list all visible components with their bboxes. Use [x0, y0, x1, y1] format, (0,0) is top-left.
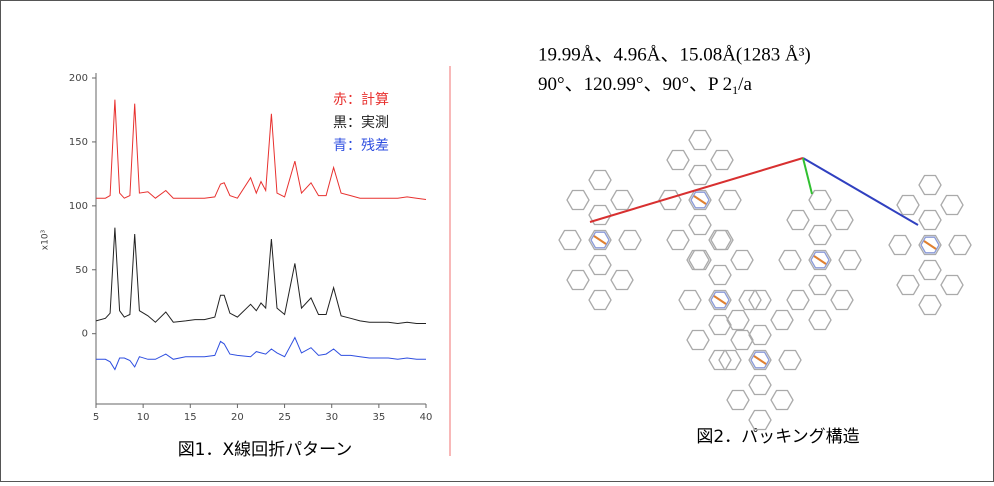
page: 図1．X線回折パターン x10³ 19.99Å、4.96Å、15.08Å(128… [0, 0, 994, 482]
y-tick-label: 200 [69, 73, 88, 84]
y-tick-label: 150 [69, 137, 88, 148]
frame [1, 1, 994, 482]
x-tick-label: 20 [231, 412, 244, 423]
x-tick-label: 5 [93, 412, 99, 423]
x-tick-label: 40 [420, 412, 433, 423]
cell-angles-text: /a [738, 74, 752, 95]
y-tick-label: 0 [82, 329, 88, 340]
y-tick-label: 100 [69, 201, 88, 212]
cell-angles: 90°、120.99°、90°、P 21/a [538, 74, 752, 96]
cell-angles-text: 90°、120.99°、90°、P 2 [538, 74, 732, 95]
legend-entry: 赤：計算 [333, 92, 389, 108]
x-tick-label: 15 [184, 412, 197, 423]
y-axis-label: x10³ [41, 229, 51, 250]
x-tick-label: 10 [137, 412, 150, 423]
x-tick-label: 35 [372, 412, 385, 423]
y-tick-label: 50 [75, 265, 88, 276]
x-tick-label: 30 [325, 412, 338, 423]
figure1-caption: 図1．X線回折パターン [178, 440, 353, 460]
figure2-caption: 図2．パッキング構造 [696, 427, 859, 447]
cell-lengths: 19.99Å、4.96Å、15.08Å(1283 Å³) [538, 44, 811, 65]
legend-entry: 青：残差 [333, 138, 389, 154]
x-tick-label: 25 [278, 412, 291, 423]
legend-entry: 黒：実測 [333, 115, 389, 131]
